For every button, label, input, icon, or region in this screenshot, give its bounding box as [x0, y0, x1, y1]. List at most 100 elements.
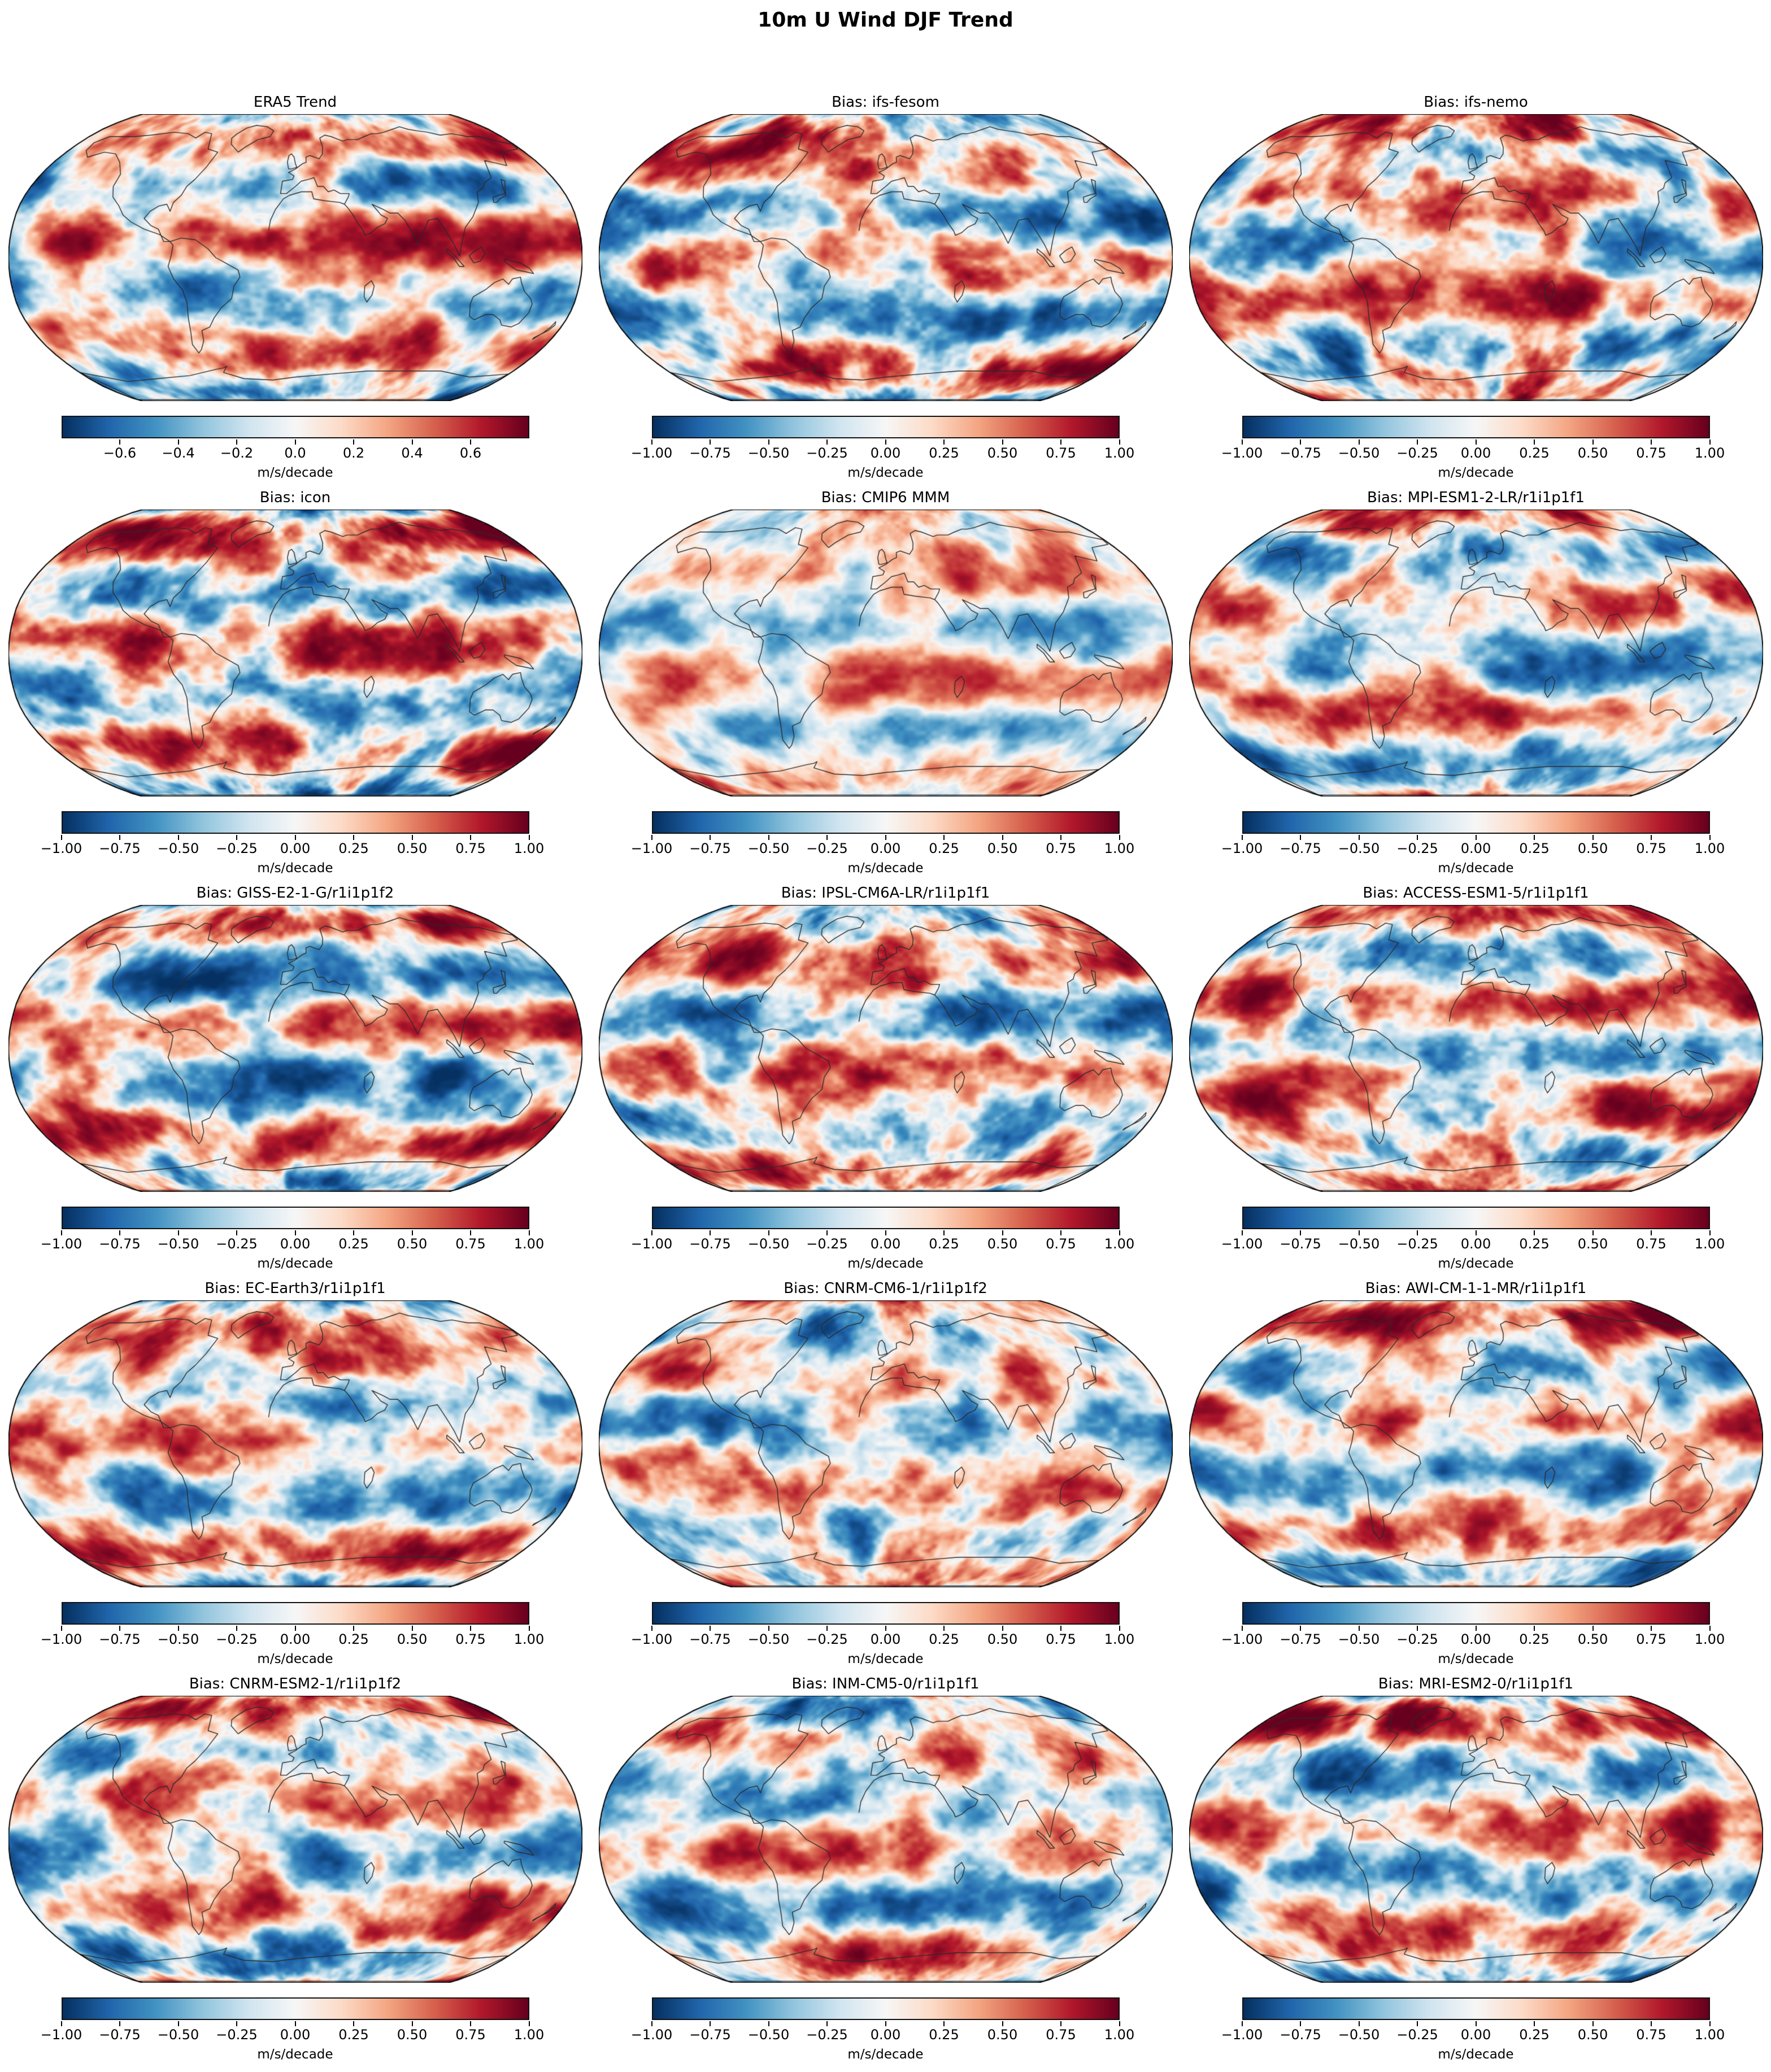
colorbar-tick: [294, 1626, 296, 1631]
colorbar-tick: [826, 439, 828, 445]
colorbar-tick: [411, 1626, 413, 1631]
unit-label: m/s/decade: [1438, 861, 1514, 876]
colorbar-tick-label: 0.75: [1636, 1236, 1666, 1252]
colorbar-tick: [119, 1626, 120, 1631]
colorbar-tick: [943, 835, 945, 840]
colorbar-tick-label: −0.25: [1396, 2027, 1438, 2043]
colorbar-tick-label: 1.00: [1694, 1631, 1725, 1647]
map-panel: ERA5 Trend −0.6 −0.4 −0.2 0.0 0.2 0.4 0.6 m/s/…: [0, 90, 590, 486]
colorbar-tick: [411, 835, 413, 840]
colorbar-tick-label: −0.75: [1280, 1631, 1321, 1647]
colorbar-tick-label: 0.50: [987, 1631, 1018, 1647]
colorbar-tick: [1709, 2021, 1711, 2026]
colorbar-tick: [1709, 1626, 1711, 1631]
colorbar-tick: [119, 835, 120, 840]
map-panel: Bias: MRI-ESM2-0/r1i1p1f1 −1.00 −0.75 −0.5…: [1181, 1672, 1771, 2067]
colorbar-tick-label: −0.50: [747, 2027, 790, 2043]
unit-label: m/s/decade: [847, 2047, 924, 2062]
colorbar-tick: [1534, 2021, 1535, 2026]
colorbar-tick: [1358, 1230, 1360, 1235]
colorbar-tick-label: 1.00: [1694, 1236, 1725, 1252]
colorbar-tick-label: −0.75: [1280, 1236, 1321, 1252]
map-panel: Bias: AWI-CM-1-1-MR/r1i1p1f1 −1.00 −0.75−…: [1181, 1277, 1771, 1672]
colorbar-tick: [294, 439, 296, 445]
colorbar-tick-label: 0.75: [1046, 1236, 1076, 1252]
colorbar-tick: [1358, 2021, 1360, 2026]
colorbar-tick-label: 0.00: [1460, 445, 1491, 461]
colorbar-tick: [353, 835, 354, 840]
colorbar-tick-label: 1.00: [514, 2027, 545, 2043]
colorbar-tick: [885, 835, 886, 840]
colorbar-tick: [885, 1626, 886, 1631]
colorbar: −1.00 −0.75 −0.50 −0.25 0.00 0.25 0.50 0.75 1.00…: [631, 1602, 1134, 1666]
colorbar-gradient: [61, 1997, 529, 2020]
colorbar-tick-label: 0.75: [455, 2027, 486, 2043]
colorbar-tick-label: −0.75: [689, 1236, 731, 1252]
colorbar-tick-label: −1.00: [630, 1236, 673, 1252]
colorbar-tick: [885, 1230, 886, 1235]
colorbar-tick: [710, 2021, 711, 2026]
colorbar-tick-label: −0.75: [1280, 445, 1321, 461]
colorbar-tick: [177, 1230, 179, 1235]
colorbar-tick-label: −0.50: [157, 2027, 199, 2043]
colorbar-tick-label: 1.00: [514, 841, 545, 856]
colorbar-ticks: −1.00 −0.75 −0.50 −0.25 0.00 0.25 0.50 0.75 1.00: [631, 2020, 1134, 2046]
colorbar-tick: [1417, 439, 1418, 445]
colorbar-tick: [470, 1626, 471, 1631]
colorbar-tick: [236, 835, 237, 840]
colorbar-tick-label: 1.00: [1694, 2027, 1725, 2043]
colorbar-tick-label: 0.25: [929, 841, 959, 856]
map-canvas: [8, 1696, 582, 1983]
colorbar-tick: [1534, 1230, 1535, 1235]
colorbar-tick: [294, 835, 296, 840]
colorbar-tick-label: −0.25: [1396, 1631, 1438, 1647]
colorbar-tick: [943, 1230, 945, 1235]
colorbar-tick: [1592, 1230, 1594, 1235]
colorbar-tick: [528, 2021, 530, 2026]
colorbar-tick-label: 0.25: [338, 2027, 369, 2043]
map-panel: Bias: CMIP6 MMM −1.00 −0.75 −0.50 −0.25 0.00…: [590, 486, 1181, 881]
colorbar-ticks: −1.00 −0.75 −0.50 −0.25 0.00 0.25 0.50 0.75 1.00: [41, 2020, 544, 2046]
colorbar-tick-label: −0.50: [1338, 1631, 1380, 1647]
colorbar-tick: [1060, 2021, 1061, 2026]
colorbar-tick: [1417, 1230, 1418, 1235]
colorbar-ticks: −1.00 −0.75 −0.50 −0.25 0.00 0.25 0.50 0.75 1.00: [41, 1229, 544, 1255]
colorbar-tick-label: 0.00: [280, 841, 311, 856]
colorbar-tick: [119, 2021, 120, 2026]
map-canvas: [1189, 905, 1763, 1192]
colorbar-gradient: [651, 811, 1120, 834]
colorbar-tick: [768, 2021, 769, 2026]
colorbar-tick-label: 0.75: [1636, 1631, 1666, 1647]
colorbar-tick-label: −0.50: [747, 445, 790, 461]
map-canvas: [1189, 510, 1763, 796]
colorbar-tick: [1592, 1626, 1594, 1631]
colorbar-tick-label: 0.00: [1460, 1631, 1491, 1647]
colorbar-tick-label: −0.50: [747, 841, 790, 856]
panel-title: Bias: icon: [259, 489, 331, 506]
colorbar-tick: [826, 1230, 828, 1235]
colorbar-tick: [1241, 439, 1243, 445]
colorbar-tick: [236, 1230, 237, 1235]
panel-title: Bias: ifs-fesom: [832, 94, 939, 111]
colorbar-tick: [236, 439, 237, 445]
colorbar-tick-label: 0.50: [1577, 2027, 1608, 2043]
colorbar-tick-label: −0.25: [806, 841, 848, 856]
colorbar-tick-label: −1.00: [40, 1631, 82, 1647]
colorbar-tick-label: 1.00: [1694, 841, 1725, 856]
colorbar-tick: [1592, 2021, 1594, 2026]
colorbar-tick-label: −1.00: [630, 1631, 673, 1647]
colorbar-tick: [528, 1230, 530, 1235]
colorbar-tick: [177, 2021, 179, 2026]
colorbar-tick-label: −0.2: [220, 445, 254, 461]
colorbar-tick: [353, 1230, 354, 1235]
colorbar-tick: [1119, 1626, 1120, 1631]
colorbar-tick: [651, 835, 652, 840]
colorbar-tick-label: −1.00: [40, 1236, 82, 1252]
colorbar-tick-label: −1.00: [40, 841, 82, 856]
colorbar-gradient: [651, 1997, 1120, 2020]
colorbar-tick-label: 0.25: [338, 841, 369, 856]
colorbar-tick: [1534, 439, 1535, 445]
colorbar: −1.00 −0.75 −0.50 −0.25 0.00 0.25 0.50 0.75 1.00…: [631, 1207, 1134, 1271]
colorbar-gradient: [61, 1602, 529, 1625]
colorbar-tick: [1651, 2021, 1652, 2026]
